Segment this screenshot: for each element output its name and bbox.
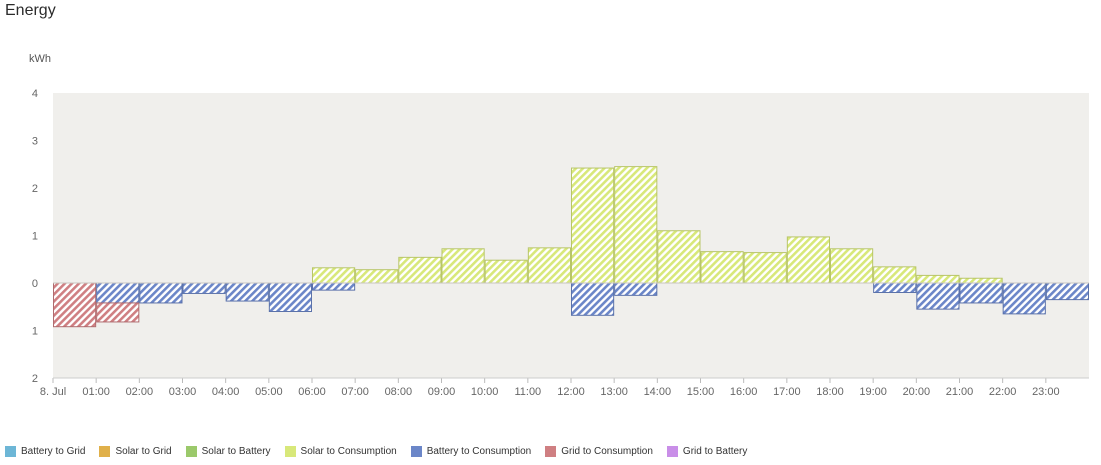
x-tick-label: 21:00 <box>946 386 974 398</box>
y-tick-label: 3 <box>32 136 38 148</box>
bar-battery-to-consumption-1200[interactable] <box>571 282 615 316</box>
x-tick-label: 03:00 <box>169 386 197 398</box>
x-tick-label: 04:00 <box>212 386 240 398</box>
bar-battery-to-consumption-2100[interactable] <box>959 282 1003 304</box>
legend-swatch <box>5 446 16 457</box>
x-tick-label: 05:00 <box>255 386 283 398</box>
bar-battery-to-consumption-1300[interactable] <box>614 282 658 296</box>
x-tick-label: 18:00 <box>816 386 844 398</box>
bar-solar-to-consumption-1800[interactable] <box>830 248 874 284</box>
bar-solar-to-consumption-1500[interactable] <box>700 251 744 284</box>
bar-solar-to-consumption-0600[interactable] <box>312 267 356 284</box>
bar-battery-to-consumption-0200[interactable] <box>139 282 183 304</box>
legend-item-battery-to-grid[interactable]: Battery to Grid <box>5 446 85 457</box>
x-tick-label: 14:00 <box>644 386 672 398</box>
legend-item-solar-to-battery[interactable]: Solar to Battery <box>185 446 271 457</box>
legend-swatch <box>185 446 197 457</box>
x-tick-label: 19:00 <box>859 386 887 398</box>
bar-solar-to-consumption-0700[interactable] <box>355 269 399 284</box>
x-tick-label: 8. Jul <box>40 386 66 398</box>
y-tick-label: 0 <box>32 278 38 290</box>
bar-solar-to-consumption-1400[interactable] <box>657 230 701 284</box>
bar-battery-to-consumption-0100[interactable] <box>96 282 140 304</box>
legend-label: Solar to Grid <box>115 446 172 457</box>
x-tick-label: 07:00 <box>341 386 369 398</box>
bar-battery-to-consumption-1900[interactable] <box>873 282 917 293</box>
legend-item-battery-to-consumption[interactable]: Battery to Consumption <box>410 446 532 457</box>
bar-battery-to-consumption-0300[interactable] <box>182 282 226 294</box>
y-tick-label: 1 <box>32 231 38 243</box>
bar-battery-to-consumption-2200[interactable] <box>1002 282 1046 315</box>
x-tick-label: 23:00 <box>1032 386 1060 398</box>
bar-solar-to-consumption-2000[interactable] <box>916 274 960 284</box>
bar-solar-to-consumption-1600[interactable] <box>743 252 787 284</box>
x-tick-label: 13:00 <box>600 386 628 398</box>
x-tick-label: 01:00 <box>82 386 110 398</box>
legend-label: Grid to Consumption <box>561 446 653 457</box>
bar-solar-to-consumption-1200[interactable] <box>571 167 615 284</box>
y-tick-label: 4 <box>32 88 38 100</box>
bar-battery-to-consumption-0500[interactable] <box>268 282 313 312</box>
x-tick-label: 08:00 <box>385 386 413 398</box>
bar-solar-to-consumption-0900[interactable] <box>441 248 485 284</box>
legend-label: Battery to Grid <box>21 446 86 457</box>
bar-solar-to-consumption-1000[interactable] <box>484 259 528 284</box>
legend-label: Solar to Consumption <box>300 446 397 457</box>
bar-battery-to-consumption-0600[interactable] <box>312 282 356 291</box>
x-tick-label: 02:00 <box>126 386 154 398</box>
x-tick-label: 12:00 <box>557 386 585 398</box>
x-tick-label: 15:00 <box>687 386 715 398</box>
bar-solar-to-consumption-1100[interactable] <box>527 247 571 284</box>
legend-item-grid-to-battery[interactable]: Grid to Battery <box>666 446 748 457</box>
y-tick-label: 2 <box>32 373 38 385</box>
bar-grid-to-consumption-0000[interactable] <box>53 282 97 328</box>
x-tick-label: 16:00 <box>730 386 758 398</box>
bar-solar-to-consumption-1300[interactable] <box>614 166 658 284</box>
bar-solar-to-consumption-2100[interactable] <box>959 277 1003 284</box>
legend-label: Solar to Battery <box>201 446 271 457</box>
legend-swatch <box>284 446 296 457</box>
x-tick-label: 06:00 <box>298 386 326 398</box>
bar-battery-to-consumption-2000[interactable] <box>916 282 960 310</box>
chart-title: Energy <box>5 2 56 19</box>
x-tick-label: 17:00 <box>773 386 801 398</box>
legend-label: Grid to Battery <box>682 446 748 457</box>
legend-swatch <box>410 446 422 457</box>
x-tick-label: 09:00 <box>428 386 456 398</box>
legend-swatch <box>99 446 111 457</box>
y-tick-label: 2 <box>32 183 38 195</box>
x-tick-label: 10:00 <box>471 386 499 398</box>
y-axis-label: kWh <box>29 53 51 65</box>
x-tick-label: 11:00 <box>514 386 541 398</box>
legend-swatch <box>666 446 678 457</box>
bar-solar-to-consumption-1900[interactable] <box>873 266 917 284</box>
legend-swatch <box>545 446 557 457</box>
bar-solar-to-consumption-0800[interactable] <box>398 256 442 284</box>
y-tick-label: 1 <box>32 326 38 338</box>
legend-item-grid-to-consumption[interactable]: Grid to Consumption <box>545 446 653 457</box>
bar-battery-to-consumption-2300[interactable] <box>1045 282 1090 301</box>
chart-legend: Battery to Grid Solar to Grid Solar to Bat… <box>5 446 747 457</box>
legend-item-solar-to-grid[interactable]: Solar to Grid <box>99 446 172 457</box>
legend-label: Battery to Consumption <box>426 446 532 457</box>
x-tick-label: 20:00 <box>903 386 931 398</box>
bar-battery-to-consumption-0400[interactable] <box>225 282 269 302</box>
x-tick-label: 22:00 <box>989 386 1017 398</box>
bar-solar-to-consumption-1700[interactable] <box>786 236 830 284</box>
bar-grid-to-consumption-0100[interactable] <box>96 302 140 323</box>
legend-item-solar-to-consumption[interactable]: Solar to Consumption <box>284 446 397 457</box>
